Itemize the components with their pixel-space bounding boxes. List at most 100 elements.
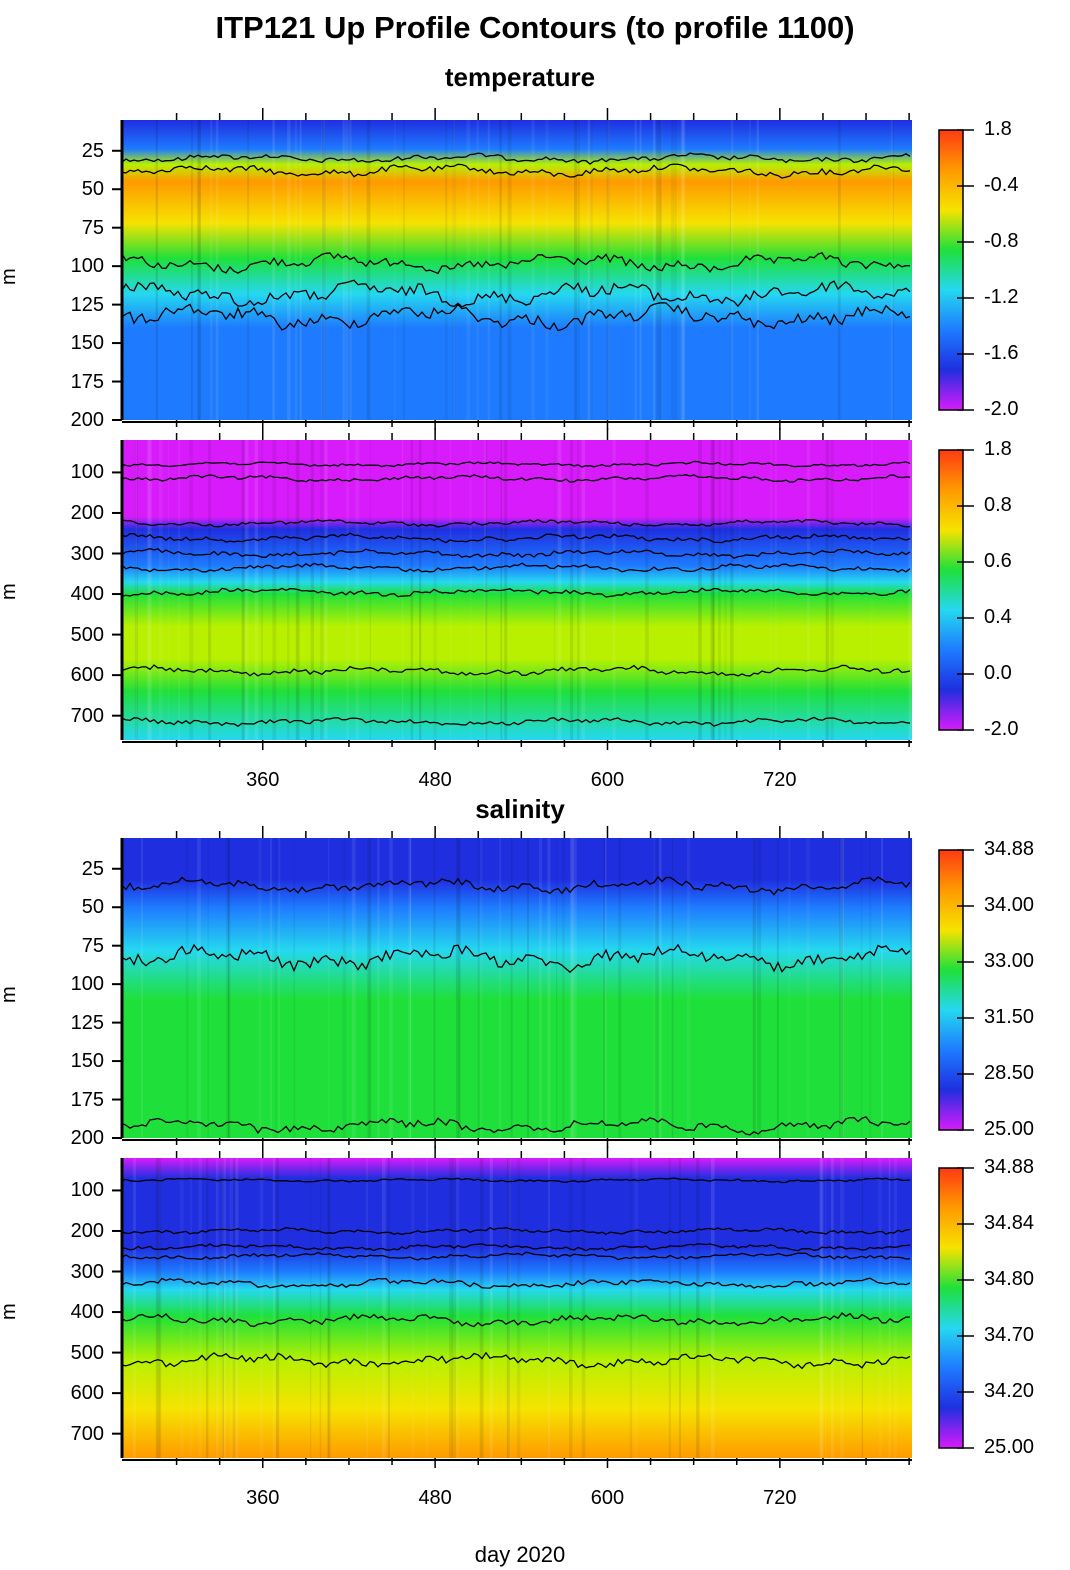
heatmap-streak <box>215 120 219 420</box>
heatmap-streak <box>411 1158 415 1458</box>
y-axis-title-panel-3: m <box>0 986 20 1003</box>
y-tick-label: 75 <box>81 934 104 957</box>
y-tick-label: 25 <box>81 139 104 162</box>
heatmap-panel-4 <box>112 1146 912 1468</box>
heatmap-streak <box>752 838 756 1138</box>
heatmap-streak <box>581 440 586 740</box>
heatmap-streak <box>259 1158 264 1458</box>
heatmap-streak <box>228 838 231 1138</box>
contour-line <box>121 1351 911 1370</box>
heatmap-streak <box>878 1158 882 1458</box>
heatmap-streak <box>869 838 872 1138</box>
heatmap-streak <box>571 838 576 1138</box>
colorbar-label: -0.4 <box>984 174 1019 196</box>
heatmap-streak <box>757 838 762 1138</box>
heatmap-streak <box>860 838 863 1138</box>
heatmap-streak <box>419 440 422 740</box>
heatmap-streak <box>327 838 330 1138</box>
heatmap-streak <box>639 120 642 420</box>
heatmap-streak <box>587 120 589 420</box>
heatmap-streak <box>190 1158 193 1458</box>
heatmap-streak <box>210 120 213 420</box>
heatmap-streak <box>837 120 841 420</box>
heatmap-streak <box>606 120 610 420</box>
contour-line <box>121 302 911 332</box>
y-tick-label: 125 <box>70 1011 104 1034</box>
heatmap-streak <box>892 120 894 420</box>
heatmap-streak <box>489 1158 493 1458</box>
heatmap-streak <box>191 120 193 420</box>
heatmap-streak <box>825 440 829 740</box>
y-tick-label: 200 <box>70 1219 104 1242</box>
heatmap-streak <box>588 120 591 420</box>
heatmap-streak <box>484 440 488 740</box>
x-tick-label: 600 <box>590 1487 625 1509</box>
heatmap-streak <box>659 838 662 1138</box>
heatmap-panel-3 <box>112 826 914 1148</box>
y-tick-label: 300 <box>70 1260 104 1283</box>
heatmap-streak <box>449 1158 453 1458</box>
heatmap-streak <box>389 838 393 1138</box>
contour-line <box>121 474 911 483</box>
heatmap-streak <box>155 120 158 420</box>
heatmap-streak <box>881 838 883 1138</box>
heatmap-streak <box>510 838 513 1138</box>
colorbar <box>938 449 974 731</box>
heatmap-streak <box>531 120 535 420</box>
heatmap-streak <box>274 838 277 1138</box>
contour-line <box>121 532 911 544</box>
heatmap-streak <box>276 1158 280 1458</box>
heatmap-streak <box>656 120 659 420</box>
heatmap-streak <box>453 120 456 420</box>
heatmap-streak <box>819 1158 824 1458</box>
heatmap-streak <box>179 1158 184 1458</box>
heatmap-streak <box>198 1158 202 1458</box>
heatmap-streak <box>776 838 779 1138</box>
colorbar-label: 34.70 <box>984 1324 1035 1346</box>
heatmap-streak <box>612 440 616 740</box>
heatmap-streak <box>458 838 461 1138</box>
heatmap-streak <box>871 440 873 740</box>
heatmap-streak <box>806 838 810 1138</box>
colorbar-label: 25.00 <box>984 1436 1035 1458</box>
heatmap-streak <box>671 120 675 420</box>
x-tick-label: 600 <box>590 769 625 791</box>
y-tick-label: 300 <box>70 542 104 565</box>
heatmap-streak <box>208 440 212 740</box>
heatmap-streak <box>711 1158 715 1458</box>
heatmap-streak <box>287 120 291 420</box>
heatmap-streak <box>426 1158 428 1458</box>
heatmap-streak <box>159 440 163 740</box>
heatmap-streak <box>605 838 607 1138</box>
heatmap-streak <box>820 1158 823 1458</box>
contour-line <box>121 875 911 896</box>
heatmap-streak <box>272 1158 275 1458</box>
heatmap-streak <box>570 440 574 740</box>
y-tick-label: 400 <box>70 1301 104 1324</box>
y-tick-label: 150 <box>70 1050 104 1073</box>
heatmap-streak <box>652 120 656 420</box>
heatmap-streak <box>730 120 734 420</box>
heatmap-streak <box>369 440 371 740</box>
colorbar <box>938 849 974 1131</box>
heatmap-streak <box>349 120 352 420</box>
heatmap-streak <box>507 120 512 420</box>
heatmap-streak <box>589 120 593 420</box>
y-tick-label: 150 <box>70 332 104 355</box>
heatmap-streak <box>479 1158 484 1458</box>
colorbar-label: 25.00 <box>984 1118 1035 1140</box>
heatmap-streak <box>445 120 448 420</box>
heatmap-streak <box>553 440 556 740</box>
heatmap-streak <box>322 120 326 420</box>
heatmap-streak <box>668 1158 671 1458</box>
y-tick-label: 100 <box>70 461 104 484</box>
heatmap-streak <box>342 838 347 1138</box>
heatmap-streak <box>499 838 502 1138</box>
heatmap-streak <box>433 838 436 1138</box>
x-tick-label: 720 <box>763 769 797 791</box>
heatmap-streak <box>508 1158 511 1458</box>
heatmap-streak <box>377 838 380 1138</box>
heatmap-streak <box>222 1158 226 1458</box>
contour-line <box>121 1116 911 1136</box>
heatmap-streak <box>134 440 138 740</box>
